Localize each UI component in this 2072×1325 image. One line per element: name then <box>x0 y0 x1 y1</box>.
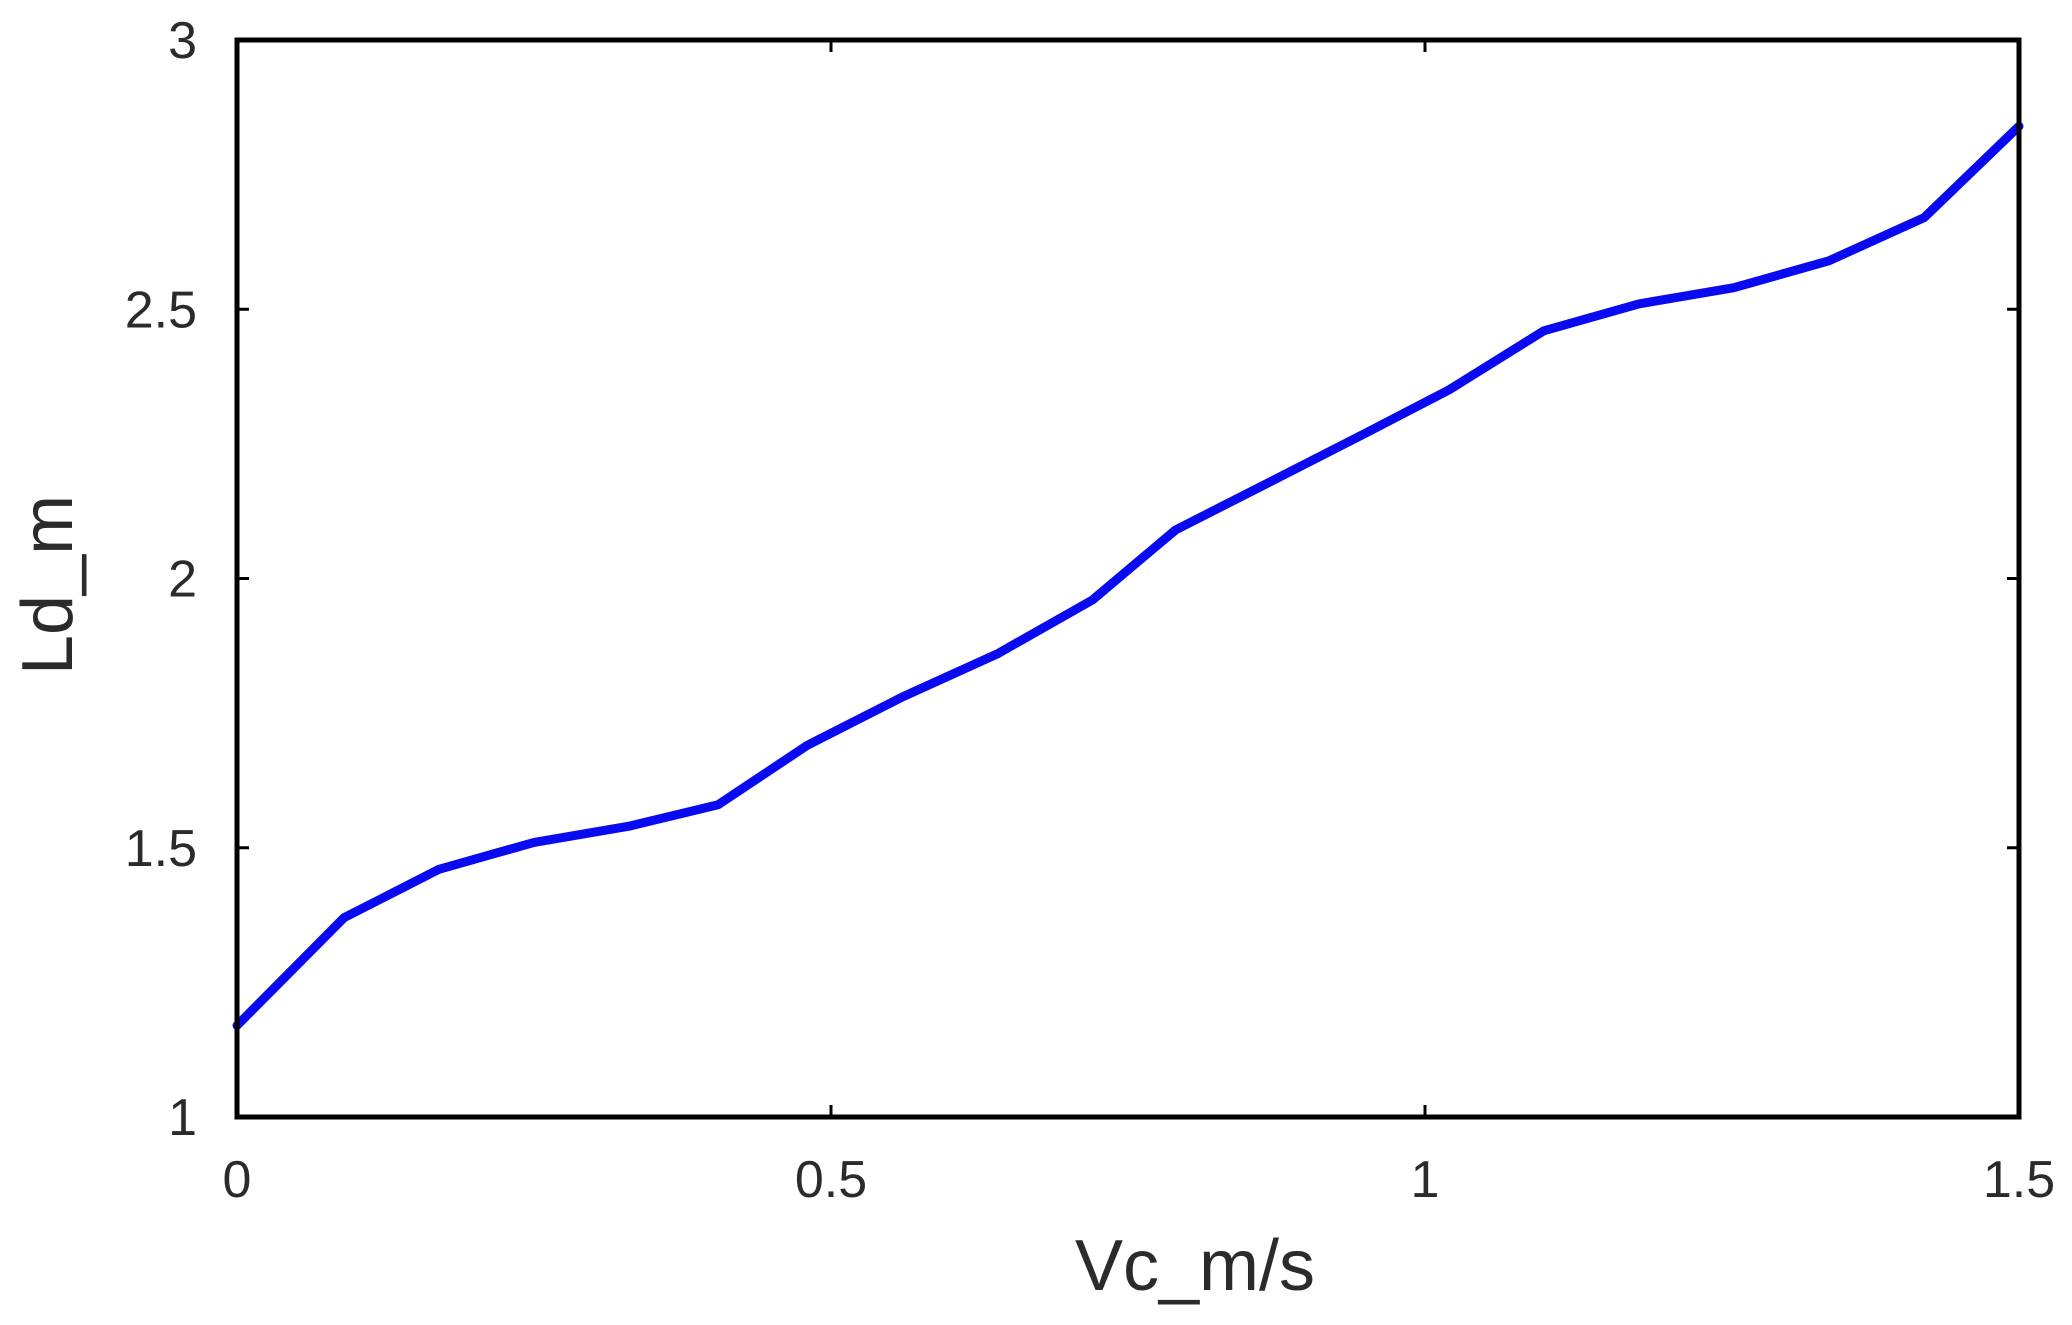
y-tick-label: 3 <box>168 12 197 70</box>
y-axis-title: Ld_m <box>8 495 88 675</box>
x-tick-label: 0.5 <box>795 1151 867 1209</box>
x-tick-label: 1 <box>1411 1151 1440 1209</box>
series-group <box>232 121 2024 1030</box>
plot-frame <box>234 37 2022 1120</box>
x-axis-title: Vc_m/s <box>1075 1226 1315 1306</box>
plot-background <box>237 40 2019 1117</box>
y-tick-labels: 1 1.5 2 2.5 3 <box>125 12 197 1147</box>
x-tick-labels: 0 0.5 1 1.5 <box>223 1151 2056 1209</box>
y-tick-label: 2.5 <box>125 281 197 339</box>
y-tick-label: 1.5 <box>125 820 197 878</box>
x-tick-label: 0 <box>223 1151 252 1209</box>
y-tick-label: 2 <box>168 551 197 609</box>
series-line <box>232 121 2024 1030</box>
x-tick-label: 1.5 <box>1983 1151 2055 1209</box>
y-tick-label: 1 <box>168 1089 197 1147</box>
